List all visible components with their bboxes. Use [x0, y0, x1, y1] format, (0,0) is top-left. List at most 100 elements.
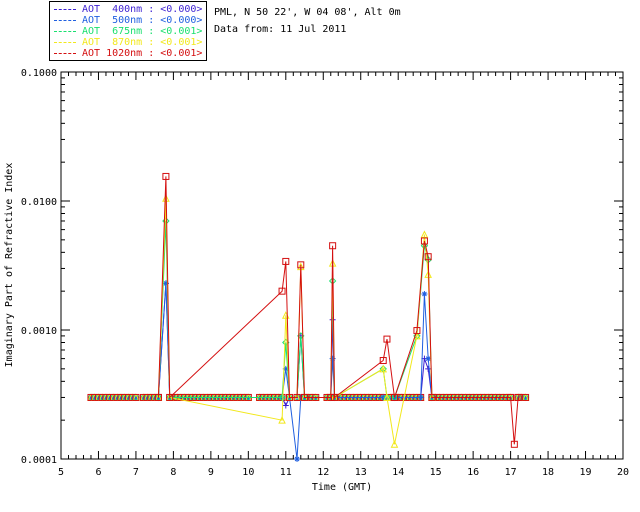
data-point-triangle — [278, 416, 286, 424]
y-tick-label: 0.0100 — [21, 197, 57, 208]
data-point-square — [278, 287, 286, 295]
legend-item-500nm: AOT 500nm : <0.000> — [54, 15, 202, 27]
legend-label: AOT 500nm : <0.000> — [82, 15, 203, 26]
legend-item-870nm: AOT 870nm : <0.001> — [54, 37, 202, 49]
data-point-square — [424, 253, 432, 261]
data-point-square — [413, 327, 421, 335]
data-point-star — [99, 394, 106, 401]
x-tick-label: 20 — [617, 467, 629, 478]
x-tick-label: 7 — [133, 467, 139, 478]
site-info: PML, N 50 22', W 04 08', Alt 0m — [214, 7, 401, 18]
legend-item-400nm: AOT 400nm : <0.000> — [54, 4, 202, 16]
legend-label: AOT 870nm : <0.001> — [82, 37, 203, 48]
x-tick-label: 14 — [392, 467, 404, 478]
legend-label: AOT 400nm : <0.000> — [82, 4, 203, 15]
x-tick-label: 8 — [170, 467, 176, 478]
data-point-square — [162, 172, 170, 180]
data-point-triangle — [390, 440, 399, 448]
y-tick-label: 0.1000 — [21, 68, 57, 79]
data-point-square — [390, 393, 398, 401]
x-axis-label: Time (GMT) — [312, 482, 372, 493]
data-point-square — [286, 393, 294, 401]
data-point-star — [95, 394, 102, 401]
data-point-star — [102, 394, 109, 401]
data-point-square — [428, 393, 436, 401]
data-point-square — [522, 393, 530, 401]
series-line — [157, 198, 433, 445]
data-point-star — [144, 394, 151, 401]
data-point-star — [421, 291, 428, 298]
data-point-plus — [425, 365, 432, 372]
data-point-triangle — [379, 364, 388, 373]
data-point-square — [327, 393, 335, 401]
data-point-triangle — [424, 270, 432, 278]
data-point-star — [417, 394, 424, 401]
axis-ticks: 5 6 7 8 9 10 11 12 13 14 15 16 17 18 19 20 0.0001 0.0010 0… — [21, 68, 629, 478]
x-tick-label: 16 — [467, 467, 479, 478]
x-tick-label: 17 — [505, 467, 517, 478]
data-point-square — [132, 393, 140, 401]
data-point-star — [121, 394, 128, 401]
data-point-square — [507, 393, 515, 401]
data-point-square — [420, 237, 428, 245]
data-point-star — [522, 394, 529, 401]
legend-label: AOT 1020nm : <0.001> — [82, 48, 203, 59]
data-point-square — [297, 261, 305, 269]
x-tick-label: 11 — [280, 467, 292, 478]
x-tick-label: 13 — [355, 467, 367, 478]
data-point-square — [510, 440, 518, 448]
data-point-star — [91, 394, 98, 401]
y-tick-label: 0.0001 — [21, 455, 57, 466]
data-point-plus — [282, 402, 289, 409]
y-axis-label: Imaginary Part of Refractive Index — [4, 163, 15, 368]
data-point-star — [110, 394, 117, 401]
data-point-square — [166, 393, 174, 401]
data-point-square — [514, 393, 522, 401]
data-point-square — [301, 393, 309, 401]
data-point-square — [329, 242, 337, 250]
data-point-star — [282, 365, 289, 372]
data-point-square — [154, 393, 162, 401]
legend-label: AOT 675nm : <0.001> — [82, 26, 203, 37]
x-tick-label: 5 — [58, 467, 64, 478]
data-point-star — [329, 355, 336, 362]
data-point-square — [379, 357, 387, 365]
data-point-star — [297, 394, 304, 401]
data-point-star — [87, 394, 94, 401]
x-tick-label: 18 — [542, 467, 554, 478]
data-point-star — [132, 394, 139, 401]
data-point-star — [425, 355, 432, 362]
chart-marks — [87, 172, 530, 462]
data-point-square — [331, 393, 339, 401]
data-point-square — [293, 393, 301, 401]
data-point-star — [380, 394, 387, 401]
data-point-star — [147, 394, 154, 401]
data-point-star — [151, 394, 158, 401]
x-tick-label: 10 — [242, 467, 254, 478]
series-line — [157, 283, 433, 407]
data-point-star — [162, 280, 169, 287]
data-point-star — [294, 456, 301, 462]
data-point-star — [515, 394, 522, 401]
y-tick-label: 0.0010 — [21, 326, 57, 337]
x-tick-label: 6 — [95, 467, 101, 478]
x-tick-label: 19 — [580, 467, 592, 478]
data-point-square — [383, 335, 391, 343]
x-tick-label: 12 — [317, 467, 329, 478]
data-point-star — [114, 394, 121, 401]
series-line — [157, 176, 519, 445]
legend: AOT 400nm : <0.000> AOT 500nm : <0.000> … — [49, 1, 207, 61]
x-tick-label: 15 — [430, 467, 442, 478]
data-point-star — [117, 394, 124, 401]
plot-frame — [60, 71, 624, 460]
date-info: Data from: 11 Jul 2011 — [214, 24, 347, 35]
data-point-star — [140, 394, 147, 401]
data-point-diamond — [278, 393, 286, 402]
data-point-plus — [329, 316, 336, 323]
x-tick-label: 9 — [208, 467, 214, 478]
data-point-triangle — [383, 393, 391, 401]
data-point-star — [518, 394, 525, 401]
data-point-star — [106, 394, 113, 401]
data-point-square — [282, 257, 290, 265]
